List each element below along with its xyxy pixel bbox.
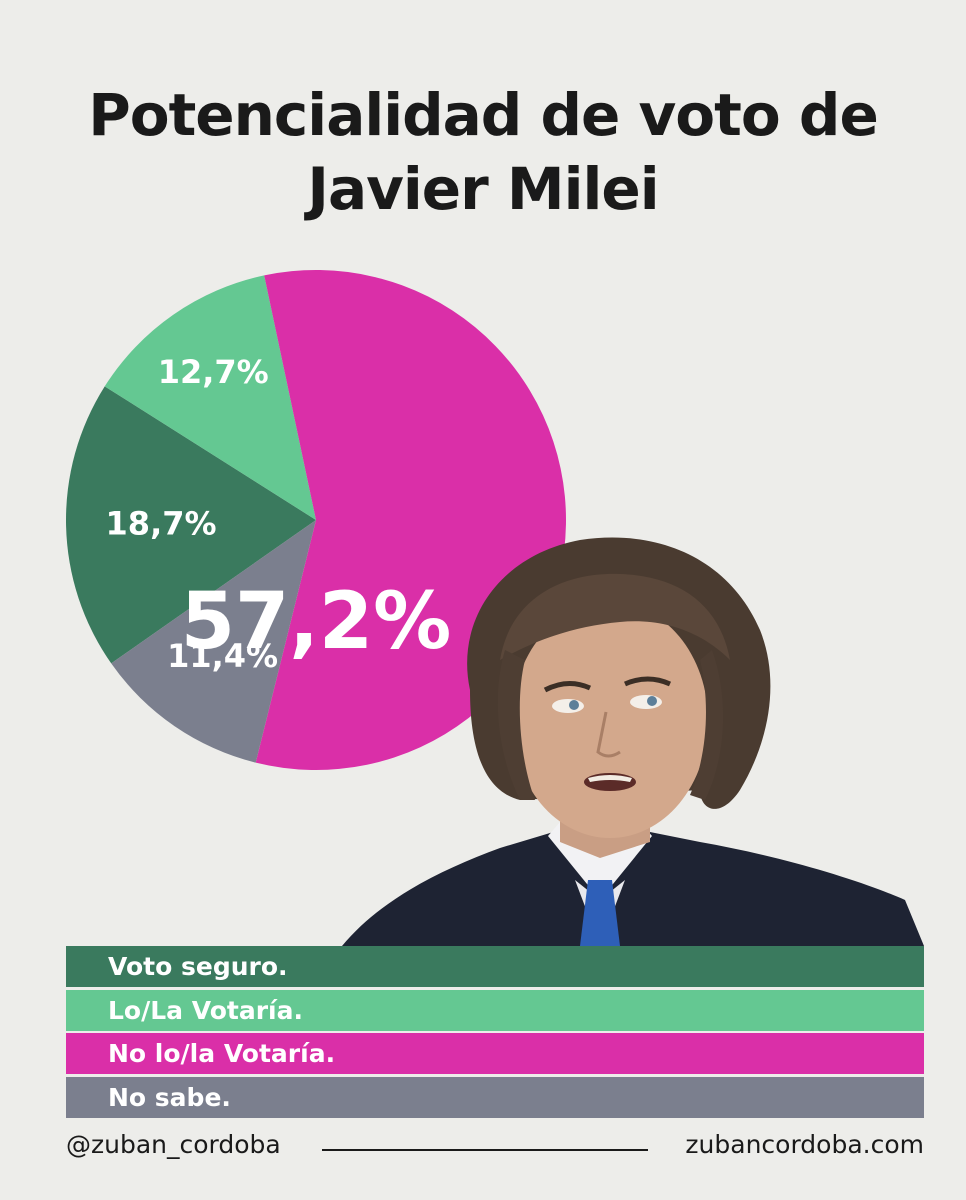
legend-item-voto-seguro: Voto seguro. <box>66 946 924 987</box>
legend-label: No lo/la Votaría. <box>108 1039 336 1068</box>
legend-item-no-lo-la-votaria: No lo/la Votaría. <box>66 1033 924 1074</box>
suit-shape <box>342 830 924 946</box>
legend-label: Voto seguro. <box>108 952 288 981</box>
pie-slice-voto-seguro <box>65 386 316 664</box>
pie-label-no-sabe: 11,4% <box>167 637 278 675</box>
nose-shape <box>596 711 621 758</box>
legend-item-lo-la-votaria: Lo/La Votaría. <box>66 989 924 1031</box>
website-url: zubancordoba.com <box>685 1130 924 1159</box>
right-pupil-shape <box>647 696 657 706</box>
pie-label-lo-la-votaria: 12,7% <box>158 353 269 391</box>
chart-title-line-1: Potencialidad de voto de <box>88 81 879 149</box>
pie-label-no-lo-la-votaria: 57,2% <box>181 577 452 667</box>
pie-slice-lo-la-votaria <box>104 275 316 520</box>
left-brow-shape <box>543 681 592 693</box>
social-handle: @zuban_cordoba <box>66 1130 281 1159</box>
pie-slice-no-sabe <box>111 520 316 763</box>
hair-fringe-shape <box>500 573 730 660</box>
right-eye-shape <box>630 695 662 709</box>
legend-item-no-sabe: No sabe. <box>66 1076 924 1118</box>
footer-divider <box>322 1149 648 1151</box>
hair-side-right-shape <box>690 650 724 800</box>
legend-label: No sabe. <box>108 1082 231 1112</box>
teeth-shape <box>588 775 632 782</box>
left-pupil-shape <box>569 700 579 710</box>
legend: Voto seguro. Lo/La Votaría. No lo/la Vot… <box>66 946 924 1120</box>
chart-title: Potencialidad de voto de Javier Milei <box>0 78 966 226</box>
pie-label-voto-seguro: 18,7% <box>106 505 217 543</box>
pie-labels: 18,7% 12,7% 57,2%11,4% <box>106 353 452 675</box>
left-eye-shape <box>552 699 584 713</box>
hair-side-left-shape <box>497 650 535 800</box>
face-shape <box>512 602 708 838</box>
tie-shape <box>580 880 620 946</box>
right-brow-shape <box>624 676 672 687</box>
legend-label: Lo/La Votaría. <box>108 995 303 1025</box>
chart-title-line-2: Javier Milei <box>307 155 659 223</box>
